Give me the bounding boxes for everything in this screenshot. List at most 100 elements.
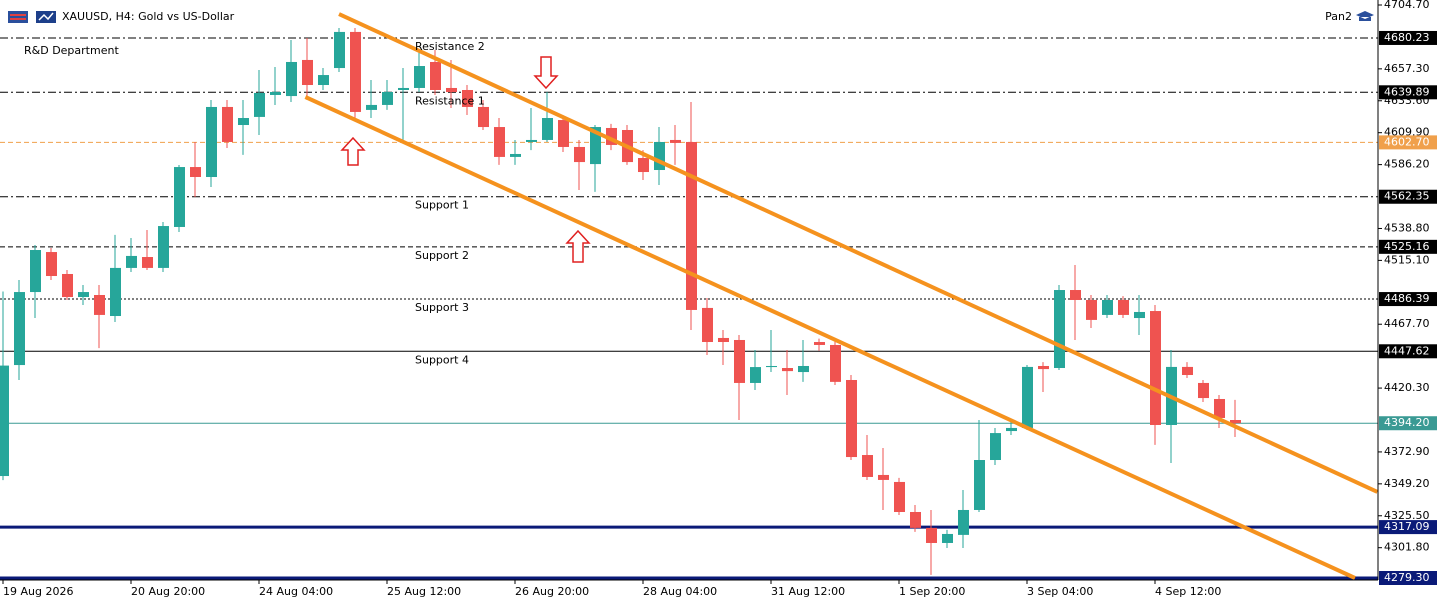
candle-body (286, 61, 297, 97)
candle-body (494, 127, 505, 157)
candle-body (878, 474, 889, 480)
level-name: Resistance 1 (415, 94, 485, 107)
level-name: Support 3 (415, 301, 469, 314)
candle-body (894, 481, 905, 512)
y-tick-label: 4586.20 (1384, 158, 1430, 171)
candle-body (606, 127, 617, 145)
level-price-label: 4525.16 (1384, 240, 1430, 253)
x-tick-label: 1 Sep 20:00 (899, 585, 965, 598)
candle-body (702, 307, 713, 343)
candle-body (462, 89, 473, 107)
candle-body (206, 106, 217, 178)
symbol-icon (8, 11, 28, 23)
candle-body (1102, 299, 1113, 315)
y-tick-label: 4704.70 (1384, 0, 1430, 11)
candle-body (254, 92, 265, 117)
y-tick-label: 4372.90 (1384, 445, 1430, 458)
candle-body (398, 87, 409, 90)
y-tick-label: 4515.10 (1384, 253, 1430, 266)
candle-body (414, 66, 425, 88)
down-arrow (533, 56, 559, 90)
candle-body (542, 118, 553, 140)
level-price-box (1379, 344, 1437, 359)
candle-body (350, 31, 361, 112)
level-price-box (1379, 292, 1437, 307)
candle-body (590, 127, 601, 165)
candle-body (142, 257, 153, 268)
candle-body (942, 533, 953, 543)
level-name: Support 1 (415, 199, 469, 212)
candle-body (318, 75, 329, 86)
candle-body (222, 106, 233, 142)
candle-body (190, 167, 201, 178)
level-name: Support 4 (415, 353, 469, 366)
candle-body (846, 379, 857, 458)
candle-body (0, 365, 9, 477)
candle-body (14, 292, 25, 366)
symbol-icon-stripe (10, 18, 26, 20)
level-price-label: 4639.89 (1384, 85, 1430, 98)
level-price-box (1379, 520, 1437, 535)
candle-body (94, 295, 105, 315)
candle-body (46, 252, 57, 277)
candle-body (1134, 311, 1145, 319)
y-tick-label: 4420.30 (1384, 381, 1430, 394)
x-tick-label: 28 Aug 04:00 (643, 585, 717, 598)
plot-area (0, 12, 1378, 580)
candle-body (430, 61, 441, 90)
candle-body (1182, 366, 1193, 376)
candle-body (862, 455, 873, 477)
level-name: Resistance 2 (415, 40, 485, 53)
candle-body (574, 146, 585, 163)
level-price-label: 4486.39 (1384, 292, 1430, 305)
y-tick-label: 4301.80 (1384, 541, 1430, 554)
y-tick-label: 4538.80 (1384, 221, 1430, 234)
candle-body (1038, 365, 1049, 370)
symbol-icon-stripe (10, 14, 26, 16)
candle-body (766, 365, 777, 368)
candle-body (750, 367, 761, 383)
level-price-box (1379, 239, 1437, 254)
up-arrow (340, 136, 366, 166)
candle-body (366, 104, 377, 110)
candle-body (926, 527, 937, 543)
subtitle: R&D Department (24, 44, 119, 57)
y-tick-label: 4467.70 (1384, 317, 1430, 330)
level-price-box (1379, 135, 1437, 150)
level-price-label: 4317.09 (1384, 520, 1430, 533)
candle-body (782, 368, 793, 372)
candle-body (62, 273, 73, 298)
candle-body (110, 267, 121, 317)
level-price-box (1379, 85, 1437, 100)
level-price-box (1379, 189, 1437, 204)
level-price-label: 4680.23 (1384, 31, 1430, 44)
candle-body (558, 120, 569, 147)
level-name: Support 2 (415, 249, 469, 262)
candle-body (830, 344, 841, 382)
candle-body (1118, 299, 1129, 315)
candle-body (1070, 290, 1081, 300)
level-price-label: 4562.35 (1384, 190, 1430, 203)
trendline (338, 12, 1378, 494)
x-tick-label: 3 Sep 04:00 (1027, 585, 1093, 598)
level-price-box (1379, 30, 1437, 45)
candle-body (990, 433, 1001, 461)
level-price-label: 4279.30 (1384, 571, 1430, 584)
candle-body (1054, 290, 1065, 369)
x-tick-label: 24 Aug 04:00 (259, 585, 333, 598)
candle-body (814, 342, 825, 345)
x-tick-label: 20 Aug 20:00 (131, 585, 205, 598)
candle-body (238, 118, 249, 126)
x-tick-label: 26 Aug 20:00 (515, 585, 589, 598)
x-tick-label: 4 Sep 12:00 (1155, 585, 1221, 598)
candle-body (798, 365, 809, 373)
candle-body (686, 141, 697, 310)
level-price-label: 4447.62 (1384, 344, 1430, 357)
trendline (304, 95, 1356, 580)
candle-body (510, 153, 521, 157)
candle-body (974, 460, 985, 510)
level-price-box (1379, 416, 1437, 431)
candle-body (1230, 420, 1241, 424)
